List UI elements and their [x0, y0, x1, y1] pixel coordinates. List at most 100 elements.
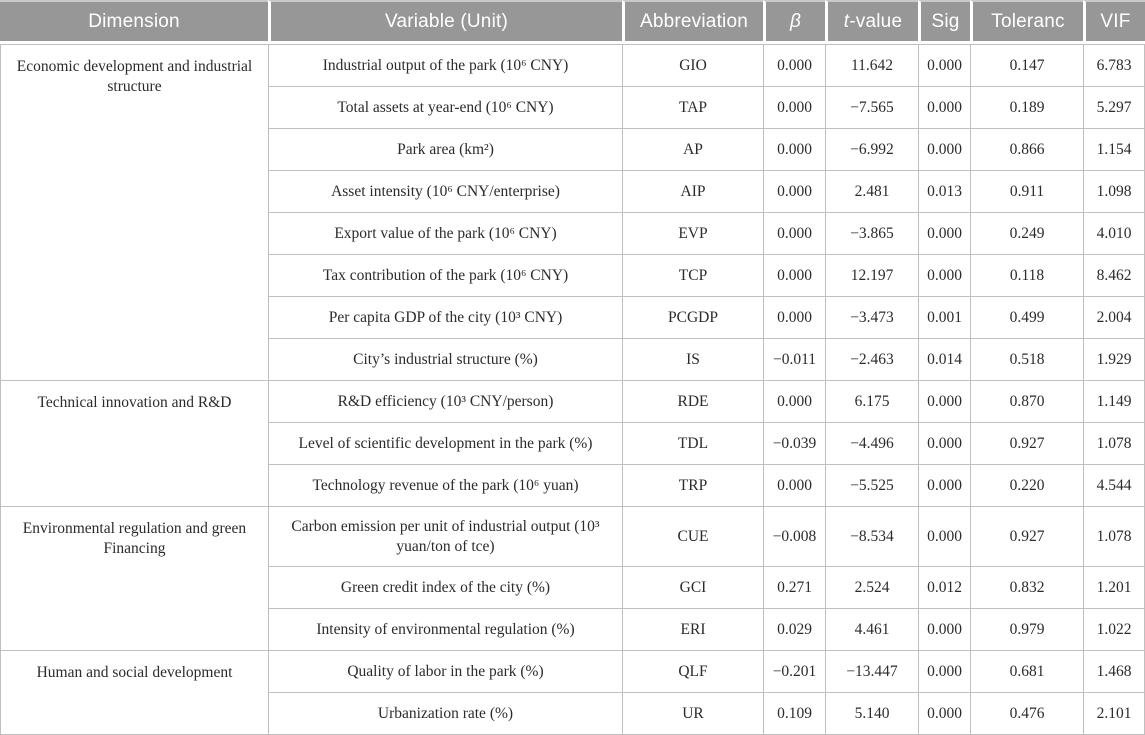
- variable-cell: Industrial output of the park (10⁶ CNY): [268, 44, 622, 86]
- variable-cell: R&D efficiency (10³ CNY/person): [268, 380, 622, 422]
- beta-cell: 0.000: [763, 212, 825, 254]
- sig-cell: 0.000: [918, 650, 970, 692]
- sig-cell: 0.000: [918, 380, 970, 422]
- beta-cell: 0.271: [763, 566, 825, 608]
- table-row: City’s industrial structure (%) IS −0.01…: [0, 338, 1145, 380]
- beta-cell: 0.029: [763, 608, 825, 650]
- table-row: Human and social development Quality of …: [0, 650, 1145, 735]
- vif-cell: 1.201: [1083, 566, 1145, 608]
- abbreviation-cell: QLF: [622, 650, 763, 692]
- sig-cell: 0.000: [918, 128, 970, 170]
- dimension-cell: Human and social development: [0, 650, 268, 735]
- sig-cell: 0.000: [918, 608, 970, 650]
- abbreviation-cell: CUE: [622, 506, 763, 566]
- tolerance-cell: 0.870: [970, 380, 1083, 422]
- table-row: Total assets at year-end (10⁶ CNY) TAP 0…: [0, 86, 1145, 128]
- header-variable: Variable (Unit): [268, 0, 622, 44]
- variable-cell: Level of scientific development in the p…: [268, 422, 622, 464]
- table-row: Export value of the park (10⁶ CNY) EVP 0…: [0, 212, 1145, 254]
- t-value-cell: −7.565: [825, 86, 918, 128]
- header-tolerance: Toleranc: [970, 0, 1083, 44]
- variable-cell: Technology revenue of the park (10⁶ yuan…: [268, 464, 622, 506]
- sig-cell: 0.012: [918, 566, 970, 608]
- tolerance-cell: 0.189: [970, 86, 1083, 128]
- abbreviation-cell: TDL: [622, 422, 763, 464]
- abbreviation-cell: TRP: [622, 464, 763, 506]
- table-row: Economic development and industrial stru…: [0, 44, 1145, 380]
- variable-cell: Per capita GDP of the city (10³ CNY): [268, 296, 622, 338]
- header-vif: VIF: [1083, 0, 1145, 44]
- t-value-cell: −13.447: [825, 650, 918, 692]
- variable-cell: Urbanization rate (%): [268, 692, 622, 735]
- abbreviation-cell: GCI: [622, 566, 763, 608]
- tolerance-cell: 0.518: [970, 338, 1083, 380]
- table-body: Economic development and industrial stru…: [0, 44, 1145, 735]
- vif-cell: 1.078: [1083, 422, 1145, 464]
- abbreviation-cell: IS: [622, 338, 763, 380]
- abbreviation-cell: TAP: [622, 86, 763, 128]
- abbreviation-cell: PCGDP: [622, 296, 763, 338]
- t-value-cell: 11.642: [825, 44, 918, 86]
- vif-cell: 1.098: [1083, 170, 1145, 212]
- tolerance-cell: 0.249: [970, 212, 1083, 254]
- t-value-cell: 2.524: [825, 566, 918, 608]
- table-row: Intensity of environmental regulation (%…: [0, 608, 1145, 650]
- t-value-cell: 5.140: [825, 692, 918, 735]
- header-dimension: Dimension: [0, 0, 268, 44]
- tolerance-cell: 0.118: [970, 254, 1083, 296]
- vif-cell: 1.149: [1083, 380, 1145, 422]
- vif-cell: 1.468: [1083, 650, 1145, 692]
- variable-cell: Intensity of environmental regulation (%…: [268, 608, 622, 650]
- beta-cell: −0.008: [763, 506, 825, 566]
- t-value-cell: −3.473: [825, 296, 918, 338]
- beta-cell: 0.000: [763, 296, 825, 338]
- t-value-cell: 12.197: [825, 254, 918, 296]
- vif-cell: 4.010: [1083, 212, 1145, 254]
- t-value-cell: 2.481: [825, 170, 918, 212]
- dimension-cell: Economic development and industrial stru…: [0, 44, 268, 380]
- tolerance-cell: 0.866: [970, 128, 1083, 170]
- t-value-cell: −2.463: [825, 338, 918, 380]
- t-value-cell: −5.525: [825, 464, 918, 506]
- table-row: Park area (km²) AP 0.000 −6.992 0.000 0.…: [0, 128, 1145, 170]
- variable-cell: Carbon emission per unit of industrial o…: [268, 506, 622, 566]
- vif-cell: 1.078: [1083, 506, 1145, 566]
- beta-cell: 0.000: [763, 128, 825, 170]
- beta-symbol: β: [789, 10, 802, 32]
- table-row: Environmental regulation and green Finan…: [0, 506, 1145, 650]
- sig-cell: 0.000: [918, 422, 970, 464]
- beta-cell: 0.000: [763, 254, 825, 296]
- vif-cell: 8.462: [1083, 254, 1145, 296]
- tolerance-cell: 0.927: [970, 506, 1083, 566]
- sig-cell: 0.000: [918, 692, 970, 735]
- t-value-cell: 4.461: [825, 608, 918, 650]
- sig-cell: 0.001: [918, 296, 970, 338]
- variable-cell: Asset intensity (10⁶ CNY/enterprise): [268, 170, 622, 212]
- variable-cell: Export value of the park (10⁶ CNY): [268, 212, 622, 254]
- abbreviation-cell: TCP: [622, 254, 763, 296]
- vif-cell: 1.022: [1083, 608, 1145, 650]
- header-sig: Sig: [918, 0, 970, 44]
- beta-cell: 0.000: [763, 170, 825, 212]
- tolerance-cell: 0.979: [970, 608, 1083, 650]
- sig-cell: 0.000: [918, 254, 970, 296]
- beta-cell: 0.000: [763, 86, 825, 128]
- variable-cell: Total assets at year-end (10⁶ CNY): [268, 86, 622, 128]
- header-abbreviation: Abbreviation: [622, 0, 763, 44]
- variable-cell: Green credit index of the city (%): [268, 566, 622, 608]
- dimension-cell: Environmental regulation and green Finan…: [0, 506, 268, 650]
- t-value-cell: −8.534: [825, 506, 918, 566]
- tolerance-cell: 0.476: [970, 692, 1083, 735]
- sig-cell: 0.000: [918, 212, 970, 254]
- t-value-cell: 6.175: [825, 380, 918, 422]
- tolerance-cell: 0.681: [970, 650, 1083, 692]
- variable-cell: Tax contribution of the park (10⁶ CNY): [268, 254, 622, 296]
- tolerance-cell: 0.147: [970, 44, 1083, 86]
- vif-cell: 4.544: [1083, 464, 1145, 506]
- sig-cell: 0.000: [918, 506, 970, 566]
- beta-cell: 0.000: [763, 464, 825, 506]
- table-header: Dimension Variable (Unit) Abbreviation β…: [0, 0, 1145, 44]
- table-row: Level of scientific development in the p…: [0, 422, 1145, 464]
- tolerance-cell: 0.927: [970, 422, 1083, 464]
